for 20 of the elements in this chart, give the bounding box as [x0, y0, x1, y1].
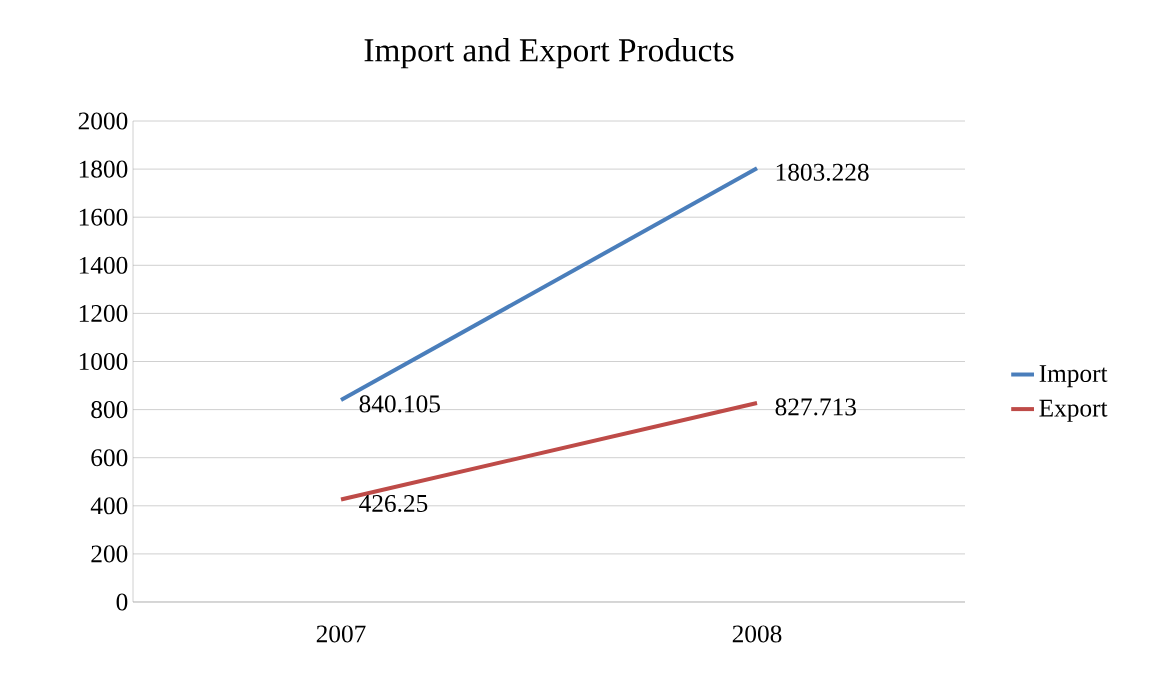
data-label: 1803.228: [776, 163, 869, 181]
legend-label: Import: [1039, 365, 1108, 388]
y-tick-label: 1800: [79, 160, 128, 178]
data-label: 426.25: [359, 494, 428, 513]
y-tick-label: 1200: [79, 304, 128, 322]
y-tick-label: 600: [91, 449, 128, 467]
data-label: 840.105: [359, 395, 440, 413]
y-tick-label: 400: [90, 497, 128, 515]
y-tick-label: 200: [91, 545, 128, 563]
y-tick-label: 2000: [78, 112, 128, 130]
legend-label: Export: [1039, 399, 1108, 422]
x-tick-label: 2008: [732, 625, 782, 643]
y-tick-label: 800: [91, 401, 128, 419]
chart-title: Import and Export Products: [364, 38, 734, 69]
data-label: 827.713: [775, 398, 856, 416]
y-tick-label: 1400: [79, 256, 128, 274]
y-tick-label: 1000: [79, 352, 128, 371]
y-tick-label: 0: [116, 593, 128, 611]
x-tick-label: 2007: [316, 625, 366, 643]
y-tick-label: 1600: [79, 208, 128, 226]
